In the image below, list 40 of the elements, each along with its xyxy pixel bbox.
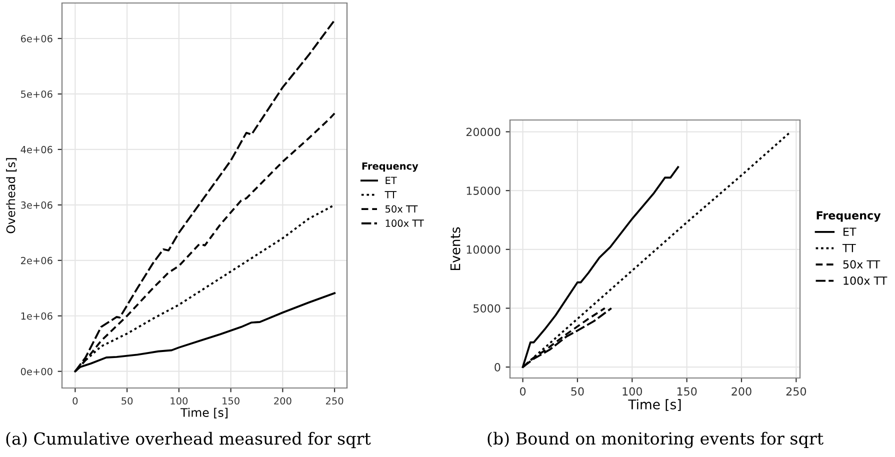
legend-title: Frequency: [362, 162, 418, 172]
legend-label: TT: [842, 244, 856, 252]
y-tick-label: 20000: [466, 128, 500, 136]
y-tick-label: 3e+06: [21, 201, 52, 209]
text: (a) Cumulative overhead measured for sqrt: [6, 432, 371, 448]
x-tick-label: 200: [732, 387, 752, 396]
legend-label: 100x TT: [386, 220, 424, 227]
legend-label: 50x TT: [386, 205, 418, 213]
x-tick-label: 200: [274, 397, 292, 405]
y-tick-label: 0: [494, 363, 500, 372]
legend-label: TT: [384, 191, 397, 198]
legend-title: Frequency: [816, 211, 881, 222]
y-axis-title: Events: [450, 227, 460, 270]
x-tick-label: 250: [326, 397, 344, 405]
y-tick-label: 4e+06: [20, 146, 52, 154]
text: (b) Bound on monitoring events for sqrt: [488, 432, 824, 448]
x-tick-label: 250: [786, 387, 806, 396]
x-axis-title: Time [s]: [180, 408, 228, 418]
x-tick-label: 50: [571, 387, 584, 396]
y-axis-title: Overhead [s]: [6, 158, 17, 234]
y-tick-label: 10000: [466, 245, 500, 254]
x-axis-title: Time [s]: [628, 399, 681, 411]
y-tick-label: 15000: [466, 186, 500, 195]
y-tick-label: 6e+06: [20, 34, 52, 42]
y-tick-label: 0e+00: [20, 368, 52, 376]
x-tick-label: 0: [520, 387, 526, 396]
y-tick-label: 5e+06: [21, 90, 52, 98]
legend-label: ET: [844, 228, 856, 236]
y-tick-label: 2e+06: [21, 256, 52, 264]
x-tick-label: 150: [222, 397, 240, 405]
y-tick-label: 1e+06: [21, 312, 52, 320]
x-tick-label: 0: [72, 397, 78, 405]
legend-label: 100x TT: [844, 276, 888, 285]
legend-label: 50x TT: [843, 260, 880, 269]
x-tick-label: 50: [122, 397, 133, 405]
legend-label: ET: [386, 176, 397, 184]
y-tick-label: 5000: [474, 304, 500, 313]
x-tick-label: 100: [622, 387, 642, 396]
x-tick-label: 100: [170, 397, 188, 405]
x-tick-label: 150: [677, 387, 697, 396]
